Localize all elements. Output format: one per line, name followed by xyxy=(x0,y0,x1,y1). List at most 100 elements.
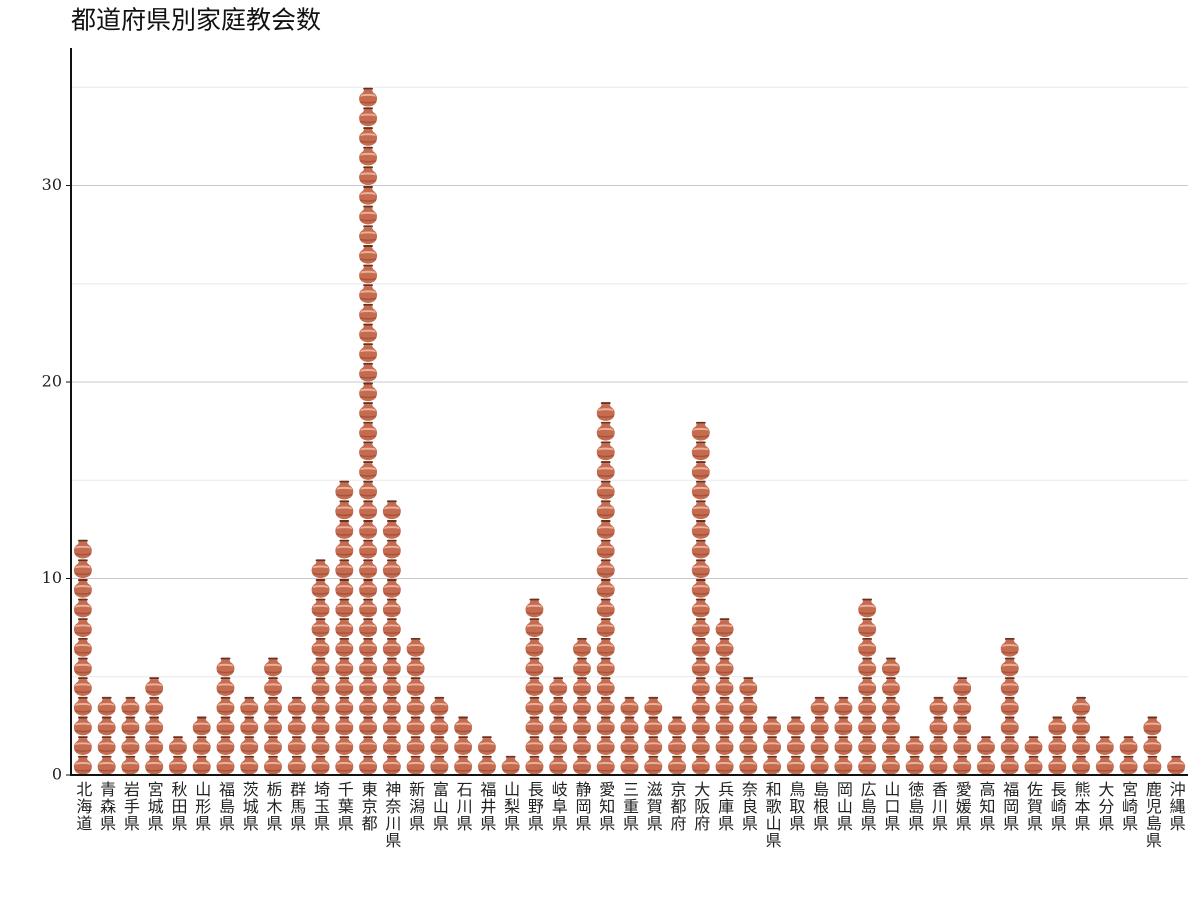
pot-icon xyxy=(216,677,235,697)
pot-icon xyxy=(1000,677,1019,697)
pot-icon xyxy=(525,755,544,775)
pictogram-bar xyxy=(454,716,473,775)
pot-icon xyxy=(691,500,710,520)
x-tick-label: 広島県 xyxy=(858,781,877,832)
pot-icon xyxy=(335,539,354,559)
pot-icon xyxy=(1143,755,1162,775)
pot-icon xyxy=(739,677,758,697)
pot-icon xyxy=(786,736,805,755)
pictogram-bar xyxy=(596,402,615,775)
pot-icon xyxy=(644,755,663,775)
x-tick-label: 長崎県 xyxy=(1048,781,1067,832)
pot-icon xyxy=(929,716,948,736)
pot-icon xyxy=(1167,755,1186,775)
pot-icon xyxy=(1095,755,1114,775)
pot-icon xyxy=(501,755,520,775)
pot-icon xyxy=(1048,716,1067,736)
pot-icon xyxy=(596,618,615,638)
pot-icon xyxy=(1000,755,1019,775)
pictogram-bar xyxy=(1024,736,1043,775)
pot-icon xyxy=(359,146,378,166)
pot-icon xyxy=(858,755,877,775)
pot-icon xyxy=(834,716,853,736)
pot-icon xyxy=(596,598,615,618)
x-tick-label: 静岡県 xyxy=(572,781,591,832)
x-tick-label: 山梨県 xyxy=(501,781,520,832)
pot-icon xyxy=(359,264,378,284)
pot-icon xyxy=(264,677,283,697)
pot-icon xyxy=(430,755,449,775)
pot-icon xyxy=(596,736,615,755)
pot-icon xyxy=(834,736,853,755)
pot-icon xyxy=(406,716,425,736)
pot-icon xyxy=(715,716,734,736)
pictogram-bar xyxy=(145,677,164,775)
pot-icon xyxy=(359,402,378,421)
pot-icon xyxy=(264,716,283,736)
pot-icon xyxy=(976,755,995,775)
pot-icon xyxy=(359,657,378,677)
y-tick-label: 0 xyxy=(52,765,62,784)
pot-icon xyxy=(73,696,92,716)
pot-icon xyxy=(953,716,972,736)
pot-icon xyxy=(145,696,164,716)
pot-icon xyxy=(359,303,378,323)
pictogram-bar xyxy=(97,696,116,775)
pot-icon xyxy=(216,755,235,775)
pot-icon xyxy=(121,696,140,716)
pot-icon xyxy=(382,598,401,618)
y-tick-label: 20 xyxy=(42,372,62,391)
pot-icon xyxy=(953,755,972,775)
pictogram-bar xyxy=(359,87,378,775)
pot-icon xyxy=(359,539,378,559)
pot-icon xyxy=(359,382,378,402)
pot-icon xyxy=(73,677,92,697)
pictogram-bar xyxy=(953,677,972,775)
pot-icon xyxy=(311,716,330,736)
pot-icon xyxy=(406,657,425,677)
pot-icon xyxy=(359,166,378,186)
pot-icon xyxy=(359,677,378,697)
pictogram-bar xyxy=(763,716,782,775)
pot-icon xyxy=(668,716,687,736)
pot-icon xyxy=(121,755,140,775)
pot-icon xyxy=(858,736,877,755)
pictogram-bar xyxy=(121,696,140,775)
x-tick-label: 岡山県 xyxy=(834,781,853,832)
pot-icon xyxy=(73,657,92,677)
pot-icon xyxy=(620,716,639,736)
pot-icon xyxy=(430,716,449,736)
pot-icon xyxy=(1072,755,1091,775)
pot-icon xyxy=(596,520,615,539)
pot-icon xyxy=(525,716,544,736)
pot-icon xyxy=(359,225,378,245)
pot-icon xyxy=(287,755,306,775)
x-tick-label: 京都府 xyxy=(668,781,687,832)
pot-icon xyxy=(834,696,853,716)
pictogram-bar xyxy=(525,598,544,775)
pictogram-bar xyxy=(501,755,520,775)
pot-icon xyxy=(525,677,544,697)
pot-icon xyxy=(382,579,401,598)
pot-icon xyxy=(382,736,401,755)
pot-icon xyxy=(264,696,283,716)
pot-icon xyxy=(382,637,401,657)
x-tick-label: 富山県 xyxy=(430,781,449,832)
pot-icon xyxy=(715,736,734,755)
pot-icon xyxy=(691,579,710,598)
pot-icon xyxy=(596,461,615,480)
pot-icon xyxy=(145,716,164,736)
x-tick-label: 岩手県 xyxy=(121,781,140,832)
pot-icon xyxy=(739,696,758,716)
pot-icon xyxy=(335,618,354,638)
y-tick-label: 10 xyxy=(42,568,62,587)
pot-icon xyxy=(644,716,663,736)
pot-icon xyxy=(691,618,710,638)
pot-icon xyxy=(73,736,92,755)
pot-icon xyxy=(145,677,164,697)
x-tick-label: 宮城県 xyxy=(145,781,164,832)
pot-icon xyxy=(596,421,615,441)
pot-icon xyxy=(691,696,710,716)
pot-icon xyxy=(572,637,591,657)
x-tick-label: 青森県 xyxy=(97,781,116,832)
